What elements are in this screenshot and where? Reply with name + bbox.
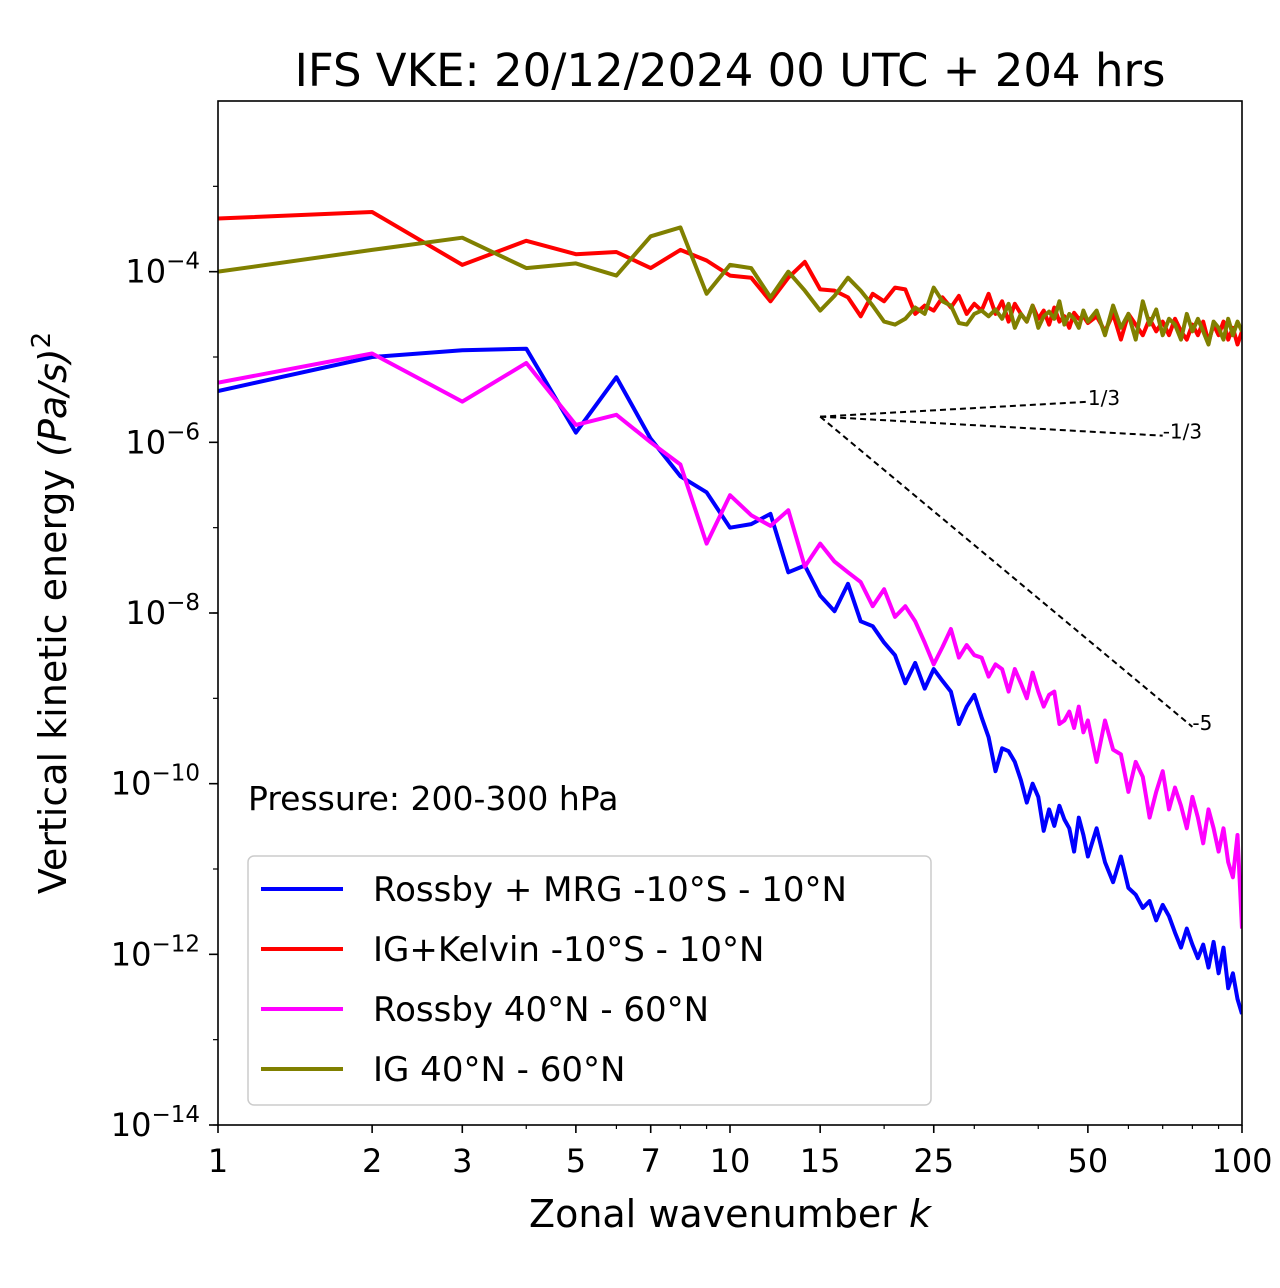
reference-line-2 <box>820 415 1163 437</box>
reference-slope-lines: 1/3 -1/3 -5 <box>819 386 1212 735</box>
x-axis-ticks: 1 2 3 5 7 10 15 25 50 100 <box>208 1125 1273 1180</box>
legend-label-1: Rossby + MRG -10°S - 10°N <box>373 870 847 910</box>
x-tick-label: 5 <box>566 1142 586 1180</box>
y-tick-label: 10−12 <box>111 931 200 973</box>
y-tick-label: 10−10 <box>111 761 200 803</box>
x-tick-label: 100 <box>1211 1142 1272 1180</box>
x-tick-label: 15 <box>800 1142 841 1180</box>
x-axis-title: Zonal wavenumber k <box>529 1192 933 1236</box>
reference-line-label-3: -5 <box>1192 711 1212 735</box>
x-tick-label: 25 <box>913 1142 954 1180</box>
y-axis-title: Vertical kinetic energy (Pa/s)2 <box>27 332 75 894</box>
y-tick-label: 10−8 <box>125 590 200 632</box>
y-tick-label: 10−14 <box>111 1102 200 1144</box>
series-line-2 <box>218 210 1242 347</box>
series-lines <box>218 210 1242 1015</box>
legend-label-3: Rossby 40°N - 60°N <box>373 990 709 1030</box>
legend-label-2: IG+Kelvin -10°S - 10°N <box>373 930 764 970</box>
y-tick-label: 10−6 <box>125 419 200 461</box>
legend-label-4: IG 40°N - 60°N <box>373 1050 625 1090</box>
x-tick-label: 1 <box>208 1142 228 1180</box>
legend-box <box>247 855 932 1106</box>
x-tick-label: 3 <box>452 1142 472 1180</box>
chart-title: IFS VKE: 20/12/2024 00 UTC + 204 hrs <box>295 44 1166 97</box>
pressure-annotation: Pressure: 200-300 hPa <box>248 779 618 818</box>
series-line-4 <box>218 225 1242 347</box>
series-line-3 <box>218 351 1242 929</box>
x-tick-label: 7 <box>641 1142 661 1180</box>
plot-area: 1/3-1/3-5 1 2 3 5 7 10 15 25 50 100 10−1410−1210−… <box>111 100 1273 1180</box>
reference-line-label-1: 1/3 <box>1088 386 1120 410</box>
series-line-1 <box>218 346 1242 1015</box>
reference-line-label-2: -1/3 <box>1163 420 1202 444</box>
y-tick-label: 10−4 <box>125 249 200 291</box>
x-tick-label: 10 <box>710 1142 751 1180</box>
x-tick-label: 2 <box>362 1142 382 1180</box>
x-tick-label: 50 <box>1068 1142 1109 1180</box>
reference-line-1 <box>820 400 1088 418</box>
legend: Rossby + MRG -10°S - 10°N IG+Kelvin -10°S… <box>247 855 932 1106</box>
y-axis-ticks: 10−14 10−12 10−10 10−8 10−6 10−4 <box>111 185 218 1144</box>
reference-line-3 <box>819 415 1194 728</box>
